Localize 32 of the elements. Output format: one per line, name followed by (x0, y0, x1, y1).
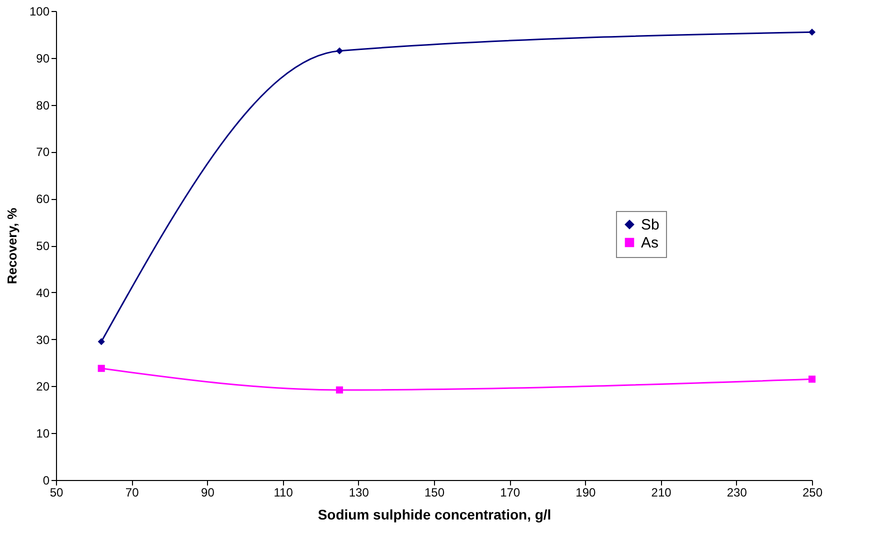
y-tick-label: 50 (36, 239, 50, 253)
y-tick-label: 70 (36, 145, 50, 160)
x-tick-label: 70 (125, 486, 140, 500)
x-tick-label: 110 (274, 486, 294, 500)
point (336, 47, 344, 54)
x-tick-label: 170 (500, 486, 520, 500)
x-tick-label: 230 (726, 486, 748, 500)
point (808, 376, 816, 383)
x-tick-label: 90 (201, 486, 215, 500)
point (98, 338, 105, 346)
y-tick-label: 30 (36, 332, 50, 347)
legend-label: As (641, 234, 659, 252)
x-tick-label: 250 (802, 486, 823, 500)
y-tick-label: 10 (36, 426, 50, 441)
y-tick-label: 20 (36, 380, 50, 394)
point (336, 386, 344, 394)
x-tick-label: 150 (424, 486, 445, 500)
point (808, 28, 816, 36)
x-tick-label: 190 (576, 486, 596, 500)
y-tick-label: 90 (36, 51, 50, 66)
y-tick-label: 60 (36, 192, 50, 206)
x-axis-title: Sodium sulphide concentration, g/l (318, 506, 552, 522)
point (98, 364, 105, 372)
y-tick-label: 0 (42, 474, 50, 488)
y-axis-title: Recovery, % (4, 207, 20, 284)
legend-label: Sb (641, 216, 660, 234)
x-tick-label: 50 (50, 486, 64, 500)
y-tick-label: 100 (29, 4, 50, 18)
x-tick-label: 210 (651, 486, 672, 500)
y-tick-label: 80 (36, 98, 50, 112)
y-tick-label: 40 (36, 286, 50, 300)
x-tick-label: 130 (348, 486, 370, 500)
